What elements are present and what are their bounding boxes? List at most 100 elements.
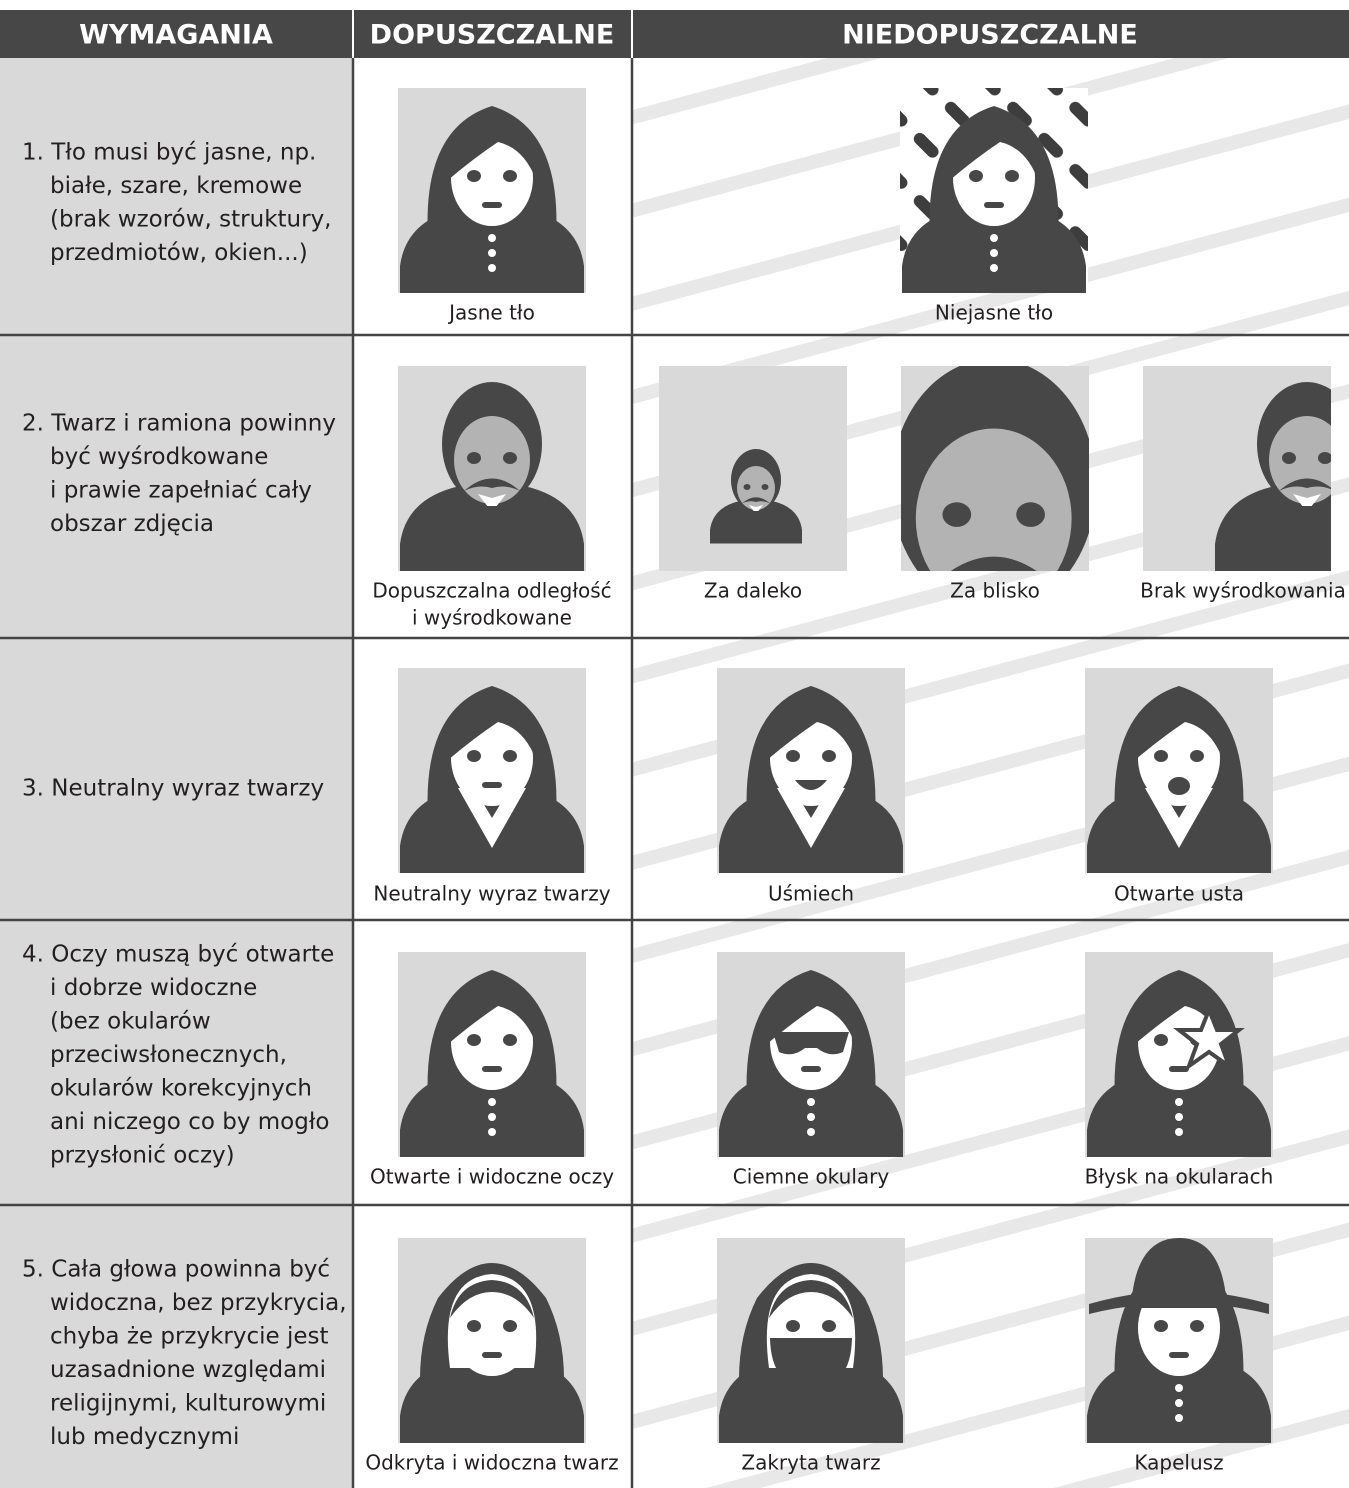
shape (950, 556, 1037, 571)
shape (969, 170, 983, 182)
shape (1005, 170, 1019, 182)
shape (503, 1034, 517, 1046)
shape (1135, 700, 1224, 760)
photo (398, 366, 586, 571)
shape (777, 788, 845, 848)
requirement-text: i prawie zapełniać cały (50, 478, 312, 504)
shape (1297, 506, 1317, 571)
caption: Ciemne okulary (733, 1165, 890, 1189)
requirement-text: lub medycznymi (50, 1424, 239, 1450)
requirement-text: 2. Twarz i ramiona powinny (22, 411, 336, 437)
shape (1293, 494, 1321, 512)
shape (1169, 1066, 1189, 1072)
shape (488, 1098, 496, 1106)
shape (801, 1066, 821, 1072)
shape (488, 264, 496, 272)
photo (398, 1238, 586, 1443)
person (1087, 970, 1271, 1157)
shape (807, 1098, 815, 1106)
caption: Błysk na okularach (1085, 1165, 1274, 1189)
shape (737, 466, 775, 510)
shape (448, 700, 537, 760)
caption: Otwarte usta (1114, 882, 1244, 906)
shape (822, 1320, 836, 1332)
shape (488, 1113, 496, 1121)
shape (448, 120, 537, 180)
shape (448, 984, 537, 1044)
caption: Niejasne tło (935, 301, 1053, 325)
shape (742, 497, 770, 504)
shape (478, 494, 506, 512)
caption: Odkryta i widoczna twarz (365, 1451, 618, 1475)
shape (1175, 1128, 1183, 1136)
shape (1089, 1291, 1269, 1314)
person (400, 686, 584, 873)
photo (1085, 1238, 1273, 1443)
caption: Neutralny wyraz twarzy (373, 882, 610, 906)
shape (1190, 750, 1204, 762)
shape (503, 452, 517, 464)
shape (464, 478, 520, 491)
person (400, 970, 584, 1157)
shape (1154, 1034, 1168, 1046)
shape (1318, 452, 1331, 464)
shape (807, 1128, 815, 1136)
person (902, 106, 1086, 293)
person (400, 382, 584, 571)
requirement-text: uzasadnione względami (50, 1357, 326, 1383)
requirement-text: 4. Oczy muszą być otwarte (22, 942, 334, 968)
person (1087, 686, 1271, 873)
shape (767, 700, 856, 760)
shape (503, 750, 517, 762)
requirement-text: być wyśrodkowane (50, 444, 268, 470)
shape (786, 1320, 800, 1332)
shape (467, 750, 481, 762)
caption: Za blisko (950, 579, 1040, 603)
shape (488, 1128, 496, 1136)
shape (450, 1280, 534, 1318)
requirement-text: przeciwsłonecznych, (50, 1042, 287, 1068)
shape (1282, 452, 1296, 464)
person (901, 366, 1089, 571)
photo (900, 88, 1088, 293)
shape (1175, 1098, 1183, 1106)
shape (488, 249, 496, 257)
photo (398, 952, 586, 1157)
shape (400, 1358, 584, 1443)
shape (1279, 478, 1331, 491)
shape (761, 484, 769, 490)
requirement-text: chyba że przykrycie jest (50, 1324, 329, 1350)
requirement-text: okularów korekcyjnych (50, 1076, 312, 1102)
shape (807, 1113, 815, 1121)
shape (773, 1032, 849, 1055)
requirement-text: 5. Cała głowa powinna być (22, 1257, 330, 1283)
shape (1016, 502, 1045, 527)
shape (769, 1280, 853, 1318)
requirement-text: ani niczego co by mogło (50, 1109, 329, 1135)
photo (901, 366, 1089, 571)
shape (1175, 1384, 1183, 1392)
person (1215, 382, 1331, 571)
shape (719, 1358, 903, 1443)
shape (1175, 1399, 1183, 1407)
shape (822, 750, 836, 762)
caption: Brak wyśrodkowania (1140, 579, 1346, 603)
shape (467, 452, 481, 464)
requirement-text: 3. Neutralny wyraz twarzy (22, 776, 324, 802)
shape (488, 234, 496, 242)
shape (795, 780, 827, 790)
person (719, 970, 903, 1157)
requirement-text: obszar zdjęcia (50, 511, 214, 537)
shape (984, 202, 1004, 208)
requirement-text: białe, szare, kremowe (50, 173, 302, 199)
shape (482, 202, 502, 208)
requirement-text: przysłonić oczy) (50, 1143, 235, 1169)
photo (1143, 366, 1331, 571)
header-cell: WYMAGANIA (79, 20, 273, 51)
shape (990, 234, 998, 242)
shape (942, 502, 972, 527)
shape (454, 416, 530, 504)
shape (503, 170, 517, 182)
shape (482, 1066, 502, 1072)
requirements-bg (0, 58, 353, 1488)
